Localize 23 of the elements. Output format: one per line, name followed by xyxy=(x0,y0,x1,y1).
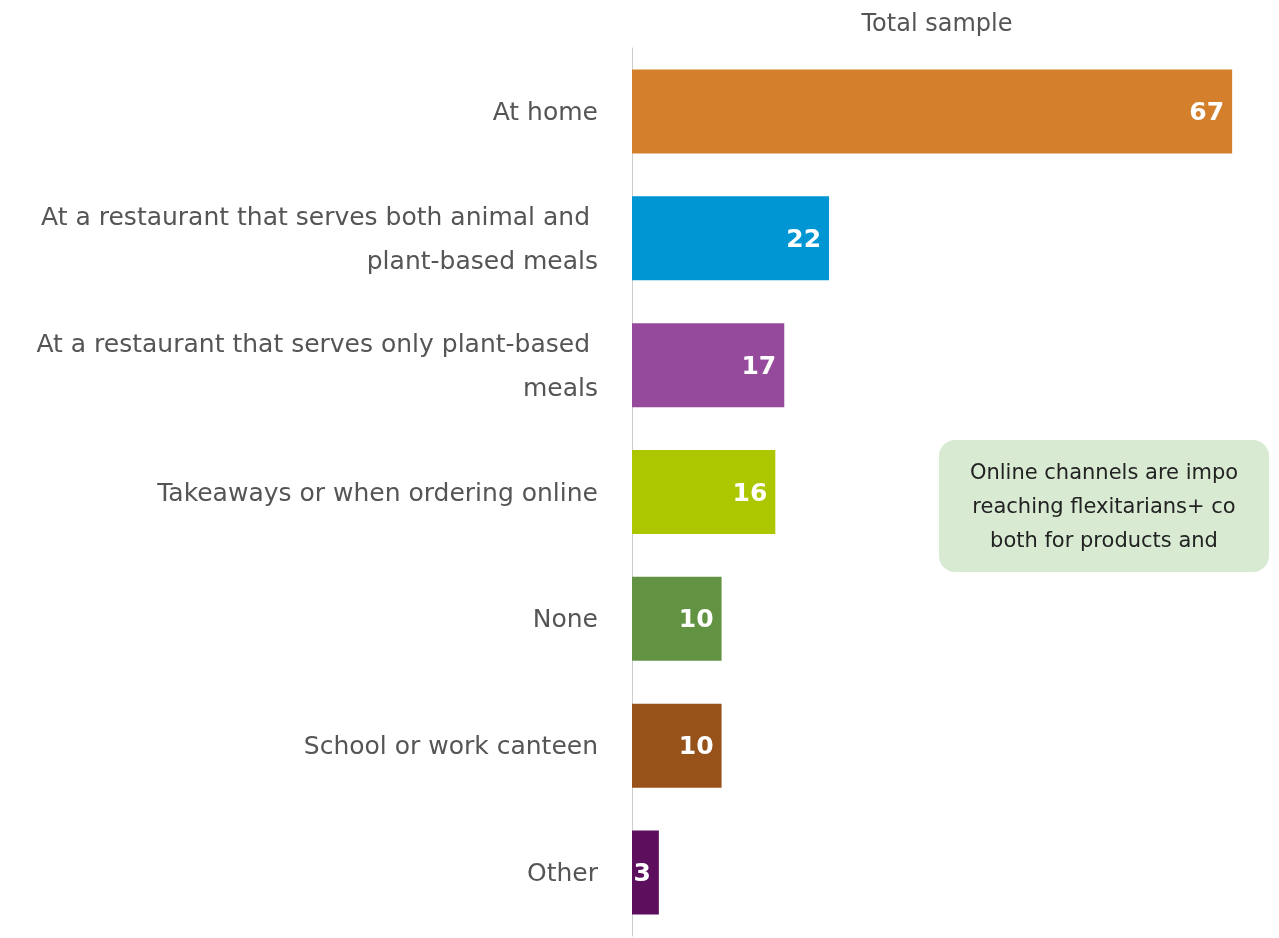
y-tick-label: At a restaurant that serves both animal and plant-based meals xyxy=(41,201,598,275)
y-tick-label: At home xyxy=(492,96,598,126)
data-label: 3 xyxy=(633,858,651,888)
chart-title: Total sample xyxy=(860,9,1013,37)
y-tick-label: School or work canteen xyxy=(303,731,598,761)
data-label: 17 xyxy=(741,350,777,380)
bar xyxy=(632,703,722,788)
y-tick-label: None xyxy=(532,604,598,634)
data-label: 16 xyxy=(732,477,768,507)
bar xyxy=(632,69,1233,154)
bar xyxy=(632,323,785,408)
data-label: 10 xyxy=(678,604,714,634)
data-label: 22 xyxy=(786,223,822,253)
bar xyxy=(632,196,830,281)
y-tick-label: Takeaways or when ordering online xyxy=(156,477,598,507)
bar xyxy=(632,830,659,915)
bar xyxy=(632,450,776,534)
y-tick-label: At a restaurant that serves only plant-based meals xyxy=(36,328,598,402)
y-tick-label: Other xyxy=(527,858,599,888)
data-label: 67 xyxy=(1189,96,1225,126)
bar xyxy=(632,576,722,661)
annotation: Online channels are impo reaching flexitarians+ co both for products and xyxy=(969,460,1239,552)
data-label: 10 xyxy=(678,731,714,761)
